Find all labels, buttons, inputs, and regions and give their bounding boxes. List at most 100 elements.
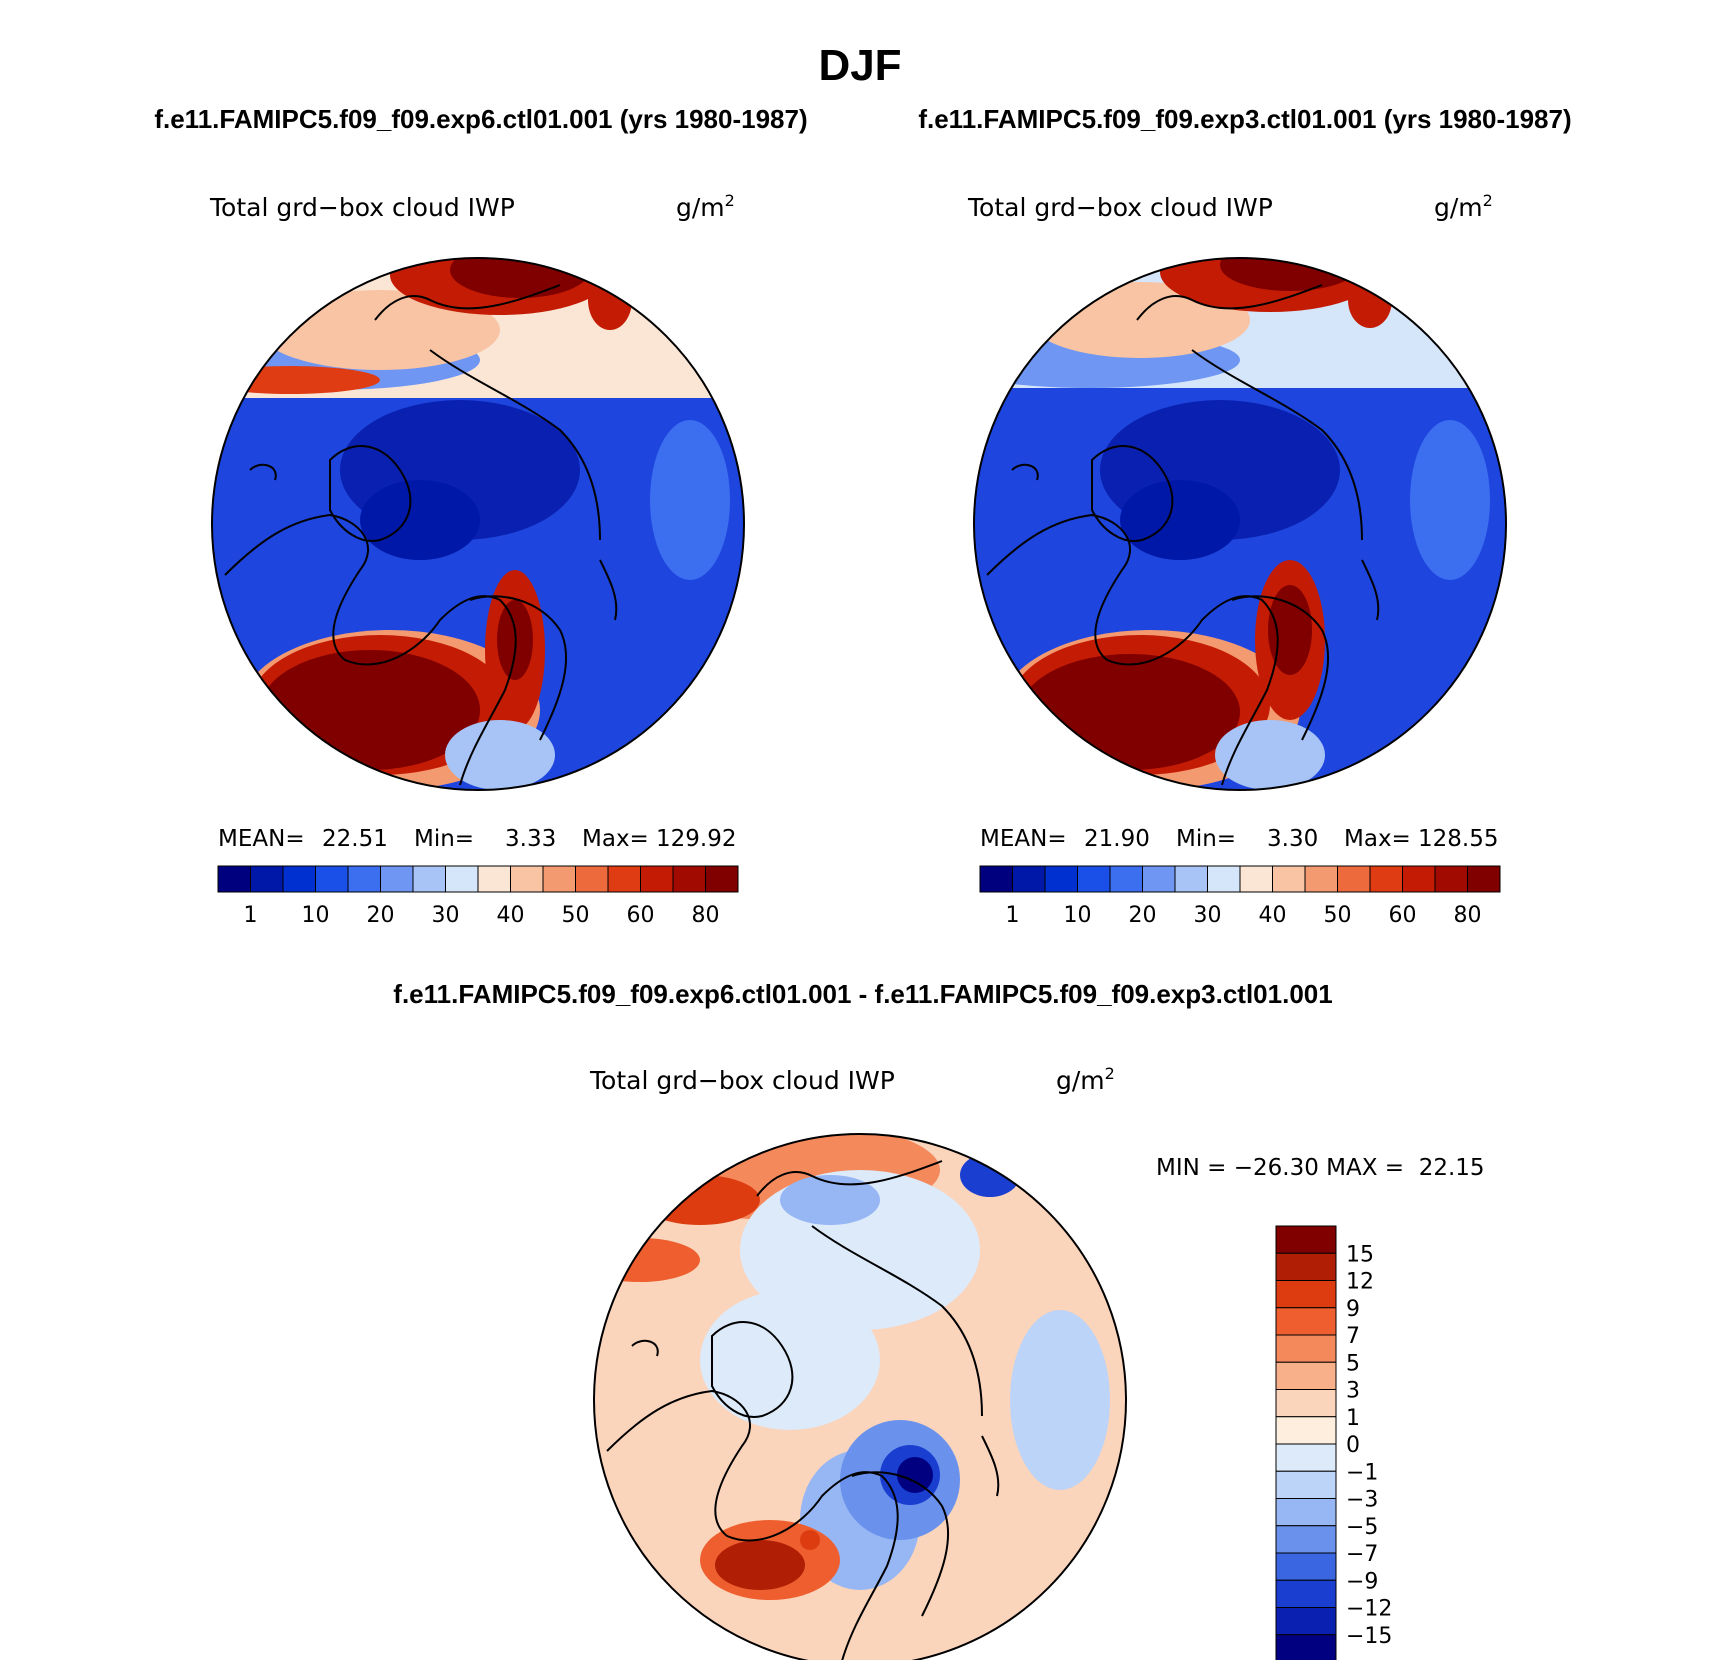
stat-max-value-right: 128.55 xyxy=(1418,826,1498,852)
field-mid xyxy=(1410,420,1490,580)
map-border xyxy=(211,257,745,791)
stat-mean-label-left: MEAN= xyxy=(218,826,305,852)
colorbar-label: 80 xyxy=(692,903,720,928)
colorbar-swatch xyxy=(1275,1525,1337,1554)
season-title: DJF xyxy=(818,41,901,90)
stat-min-label-right: Min= xyxy=(1176,826,1236,852)
stat-min-label-left: Min= xyxy=(414,826,474,852)
units-left: g/m2 xyxy=(676,191,735,222)
field-europe xyxy=(445,720,555,790)
colorbar-swatch xyxy=(1207,865,1241,893)
field-mid xyxy=(650,420,730,580)
colorbar-label: 40 xyxy=(497,903,525,928)
units-right: g/m2 xyxy=(1434,191,1493,222)
colorbar-label: 80 xyxy=(1454,903,1482,928)
colorbar-swatch xyxy=(575,865,609,893)
colorbar-swatch xyxy=(217,865,251,893)
stat-max-label-left: Max= xyxy=(582,826,649,852)
colorbar-label: 0 xyxy=(1346,1433,1360,1458)
field-pos xyxy=(800,1530,820,1550)
colorbar-label: 30 xyxy=(432,903,460,928)
field-high-lobe xyxy=(588,270,632,330)
colorbar-label: 9 xyxy=(1346,1297,1360,1322)
colorbar-swatch xyxy=(1275,1579,1337,1608)
colorbar-swatch xyxy=(1275,1470,1337,1499)
colorbar-swatch xyxy=(250,865,284,893)
colorbar-swatch xyxy=(347,865,381,893)
variable-label-diff: Total grd−box cloud IWP xyxy=(589,1066,895,1095)
colorbar-swatch xyxy=(282,865,316,893)
colorbar-label: 3 xyxy=(1346,1379,1360,1404)
colorbar-swatch xyxy=(380,865,414,893)
colorbar-label: 12 xyxy=(1346,1270,1374,1295)
colorbar-swatch xyxy=(1275,1225,1337,1254)
variable-label-left: Total grd−box cloud IWP xyxy=(209,193,515,222)
field-pos xyxy=(594,1238,700,1282)
colorbar-label: −7 xyxy=(1346,1542,1378,1567)
map-border xyxy=(973,257,1507,791)
colorbar-swatch xyxy=(607,865,641,893)
colorbar-swatch xyxy=(1275,1280,1337,1309)
map-left xyxy=(212,258,744,790)
colorbar-left: 1 10 20 30 40 50 60 80 xyxy=(217,865,739,928)
colorbar-label: −5 xyxy=(1346,1515,1378,1540)
colorbar-swatch xyxy=(1272,865,1306,893)
colorbar-label: 50 xyxy=(1324,903,1352,928)
panel-diff: Total grd−box cloud IWP g/m2 MIN = −26.3… xyxy=(589,1064,1485,1660)
colorbar-label: 1 xyxy=(1346,1406,1360,1431)
field-pos xyxy=(640,1175,760,1225)
coastline xyxy=(606,1160,1000,1660)
colorbar-label: 5 xyxy=(1346,1351,1360,1376)
field-low xyxy=(360,480,480,560)
colorbar-swatch xyxy=(1275,1389,1337,1418)
colorbar-swatch xyxy=(705,865,739,893)
colorbar-swatch xyxy=(477,865,511,893)
colorbar-label: 1 xyxy=(1006,903,1020,928)
colorbar-swatch xyxy=(1174,865,1208,893)
field-storm-track xyxy=(212,366,380,394)
colorbar-swatch xyxy=(1275,1361,1337,1390)
colorbar-swatch xyxy=(1275,1334,1337,1363)
field-neg-core xyxy=(897,1457,933,1493)
colorbar-label: 10 xyxy=(1064,903,1092,928)
colorbar-swatch xyxy=(1275,1634,1337,1660)
colorbar-swatch xyxy=(1012,865,1046,893)
colorbar-swatch xyxy=(1109,865,1143,893)
colorbar-label: 1 xyxy=(244,903,258,928)
colorbar-label: −12 xyxy=(1346,1597,1392,1622)
colorbar-swatch xyxy=(412,865,446,893)
field-high-lobe xyxy=(1348,272,1392,328)
panel-left: Total grd−box cloud IWP g/m2 MEAN= 22.51 xyxy=(209,191,745,928)
stat-min-value-right: 3.30 xyxy=(1267,826,1318,852)
colorbar-swatch xyxy=(1275,1416,1337,1445)
units-diff: g/m2 xyxy=(1056,1064,1115,1095)
colorbar-swatch xyxy=(1275,1307,1337,1336)
colorbar-label: 20 xyxy=(1129,903,1157,928)
diff-stats: MIN = −26.30 MAX = 22.15 xyxy=(1156,1155,1485,1181)
field-pacific-core xyxy=(450,258,590,298)
colorbar-label: −9 xyxy=(1346,1569,1378,1594)
colorbar-swatch xyxy=(1337,865,1371,893)
colorbar-right: 1 10 20 30 40 50 60 80 xyxy=(979,865,1501,928)
stat-mean-label-right: MEAN= xyxy=(980,826,1067,852)
colorbar-label: 30 xyxy=(1194,903,1222,928)
diff-title: f.e11.FAMIPC5.f09_f09.exp6.ctl01.001 - f… xyxy=(393,979,1332,1009)
panel-right: Total grd−box cloud IWP g/m2 MEAN= 21.90… xyxy=(967,191,1507,928)
colorbar-swatch xyxy=(315,865,349,893)
coastline xyxy=(224,284,618,786)
colorbar-swatch xyxy=(1275,1252,1337,1281)
variable-label-right: Total grd−box cloud IWP xyxy=(967,193,1273,222)
colorbar-swatch xyxy=(1275,1607,1337,1636)
colorbar-swatch xyxy=(1239,865,1273,893)
colorbar-swatch xyxy=(640,865,674,893)
case-title-right: f.e11.FAMIPC5.f09_f09.exp3.ctl01.001 (yr… xyxy=(918,104,1571,134)
colorbar-swatch xyxy=(1275,1443,1337,1472)
colorbar-swatch xyxy=(672,865,706,893)
stat-min-value-left: 3.33 xyxy=(505,826,556,852)
field-pacific-core xyxy=(1220,258,1360,291)
map-diff xyxy=(594,1134,1126,1660)
colorbar-label: 7 xyxy=(1346,1324,1360,1349)
colorbar-label: 50 xyxy=(562,903,590,928)
